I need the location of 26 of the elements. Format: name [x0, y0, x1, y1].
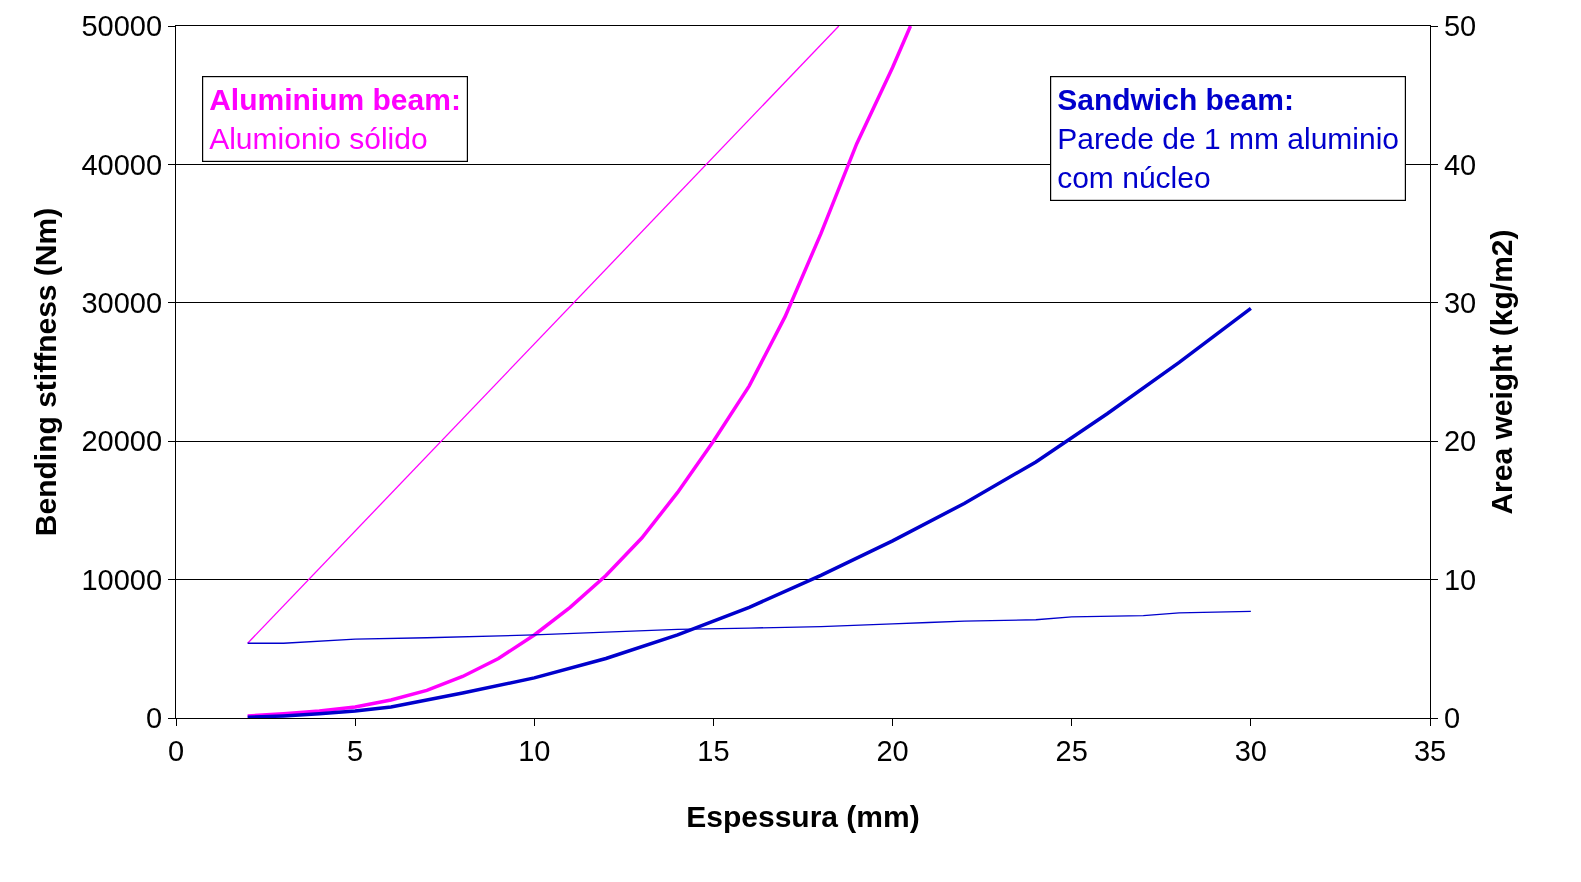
x-tick-label: 25: [1055, 734, 1088, 767]
annotation: Aluminium beam: Alumionio sólido: [209, 83, 461, 156]
y2-tick-label: 40: [1443, 148, 1477, 181]
y-tick-label: 30000: [81, 286, 163, 319]
x-tick-label: 0: [167, 734, 185, 767]
x-tick-label: 20: [876, 734, 909, 767]
y-tick-label: 0: [145, 702, 163, 735]
y-tick-label: 20000: [81, 425, 163, 458]
x-tick-label: 5: [347, 734, 364, 767]
annotation: Sandwich beam: Parede de 1 mm aluminio com núcleo: [1057, 83, 1400, 195]
y-axis-title: Bending stiffness (Nm): [29, 207, 63, 537]
y2-tick-label: 50: [1443, 10, 1477, 43]
y-tick-label: 40000: [81, 148, 163, 181]
y-tick-label: 50000: [81, 10, 163, 43]
x-tick-label: 30: [1234, 734, 1267, 767]
y-tick-label: 10000: [81, 563, 163, 596]
y2-tick-label: 10: [1443, 563, 1477, 596]
line-series: [245, 306, 1253, 718]
x-axis-title: Espessura (mm): [686, 800, 920, 834]
y2-axis-title: Area weight (kg/m2): [1484, 229, 1518, 515]
y2-tick-label: 30: [1443, 286, 1477, 319]
x-tick-label: 15: [697, 734, 730, 767]
x-tick-label: 35: [1413, 734, 1447, 767]
y2-tick-label: 0: [1443, 702, 1461, 735]
y2-tick-label: 20: [1443, 425, 1477, 458]
x-tick-label: 10: [518, 734, 551, 767]
